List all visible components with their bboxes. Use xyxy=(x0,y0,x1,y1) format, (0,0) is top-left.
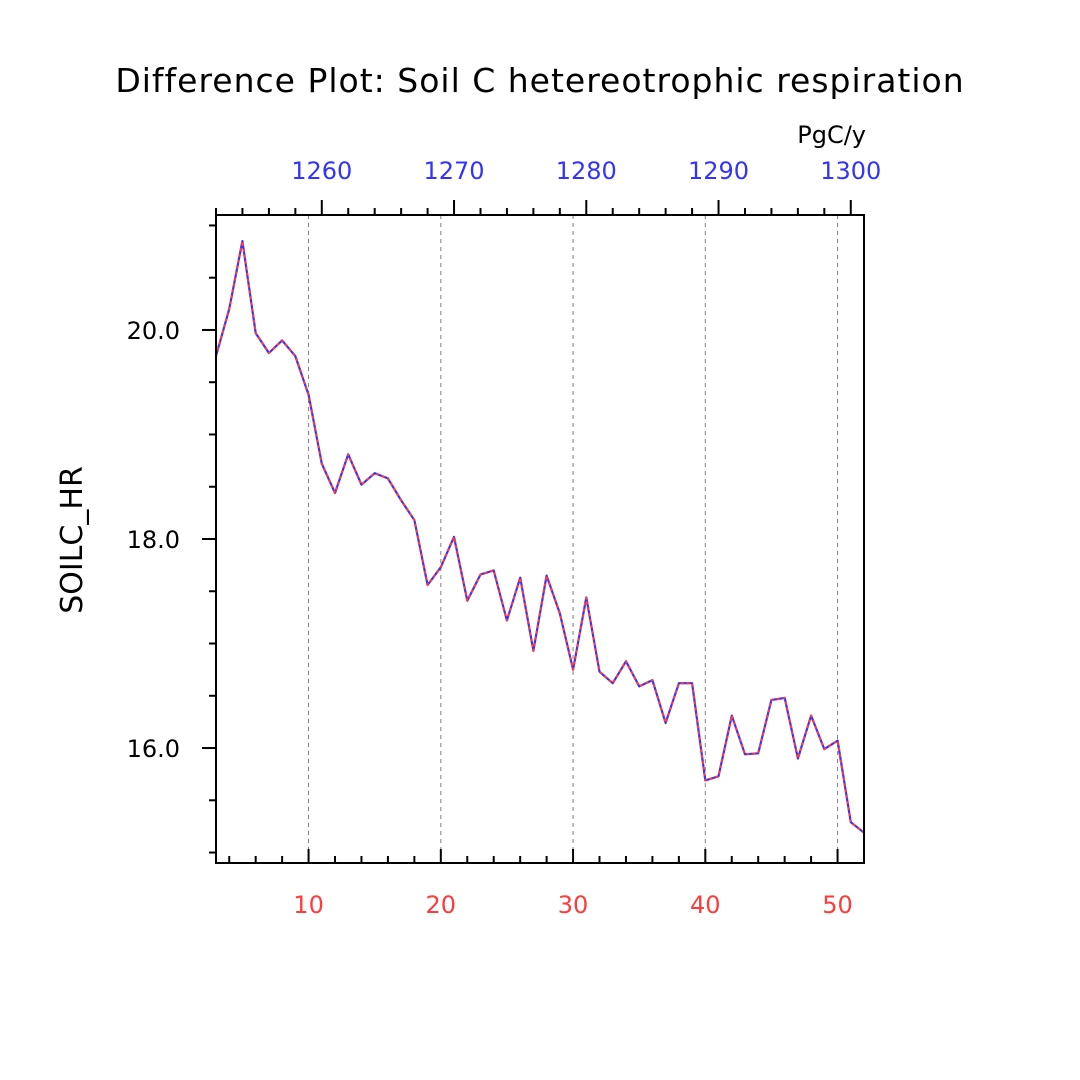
top-tick-label: 1280 xyxy=(556,157,617,185)
bottom-tick-label: 40 xyxy=(690,891,721,919)
top-tick-label: 1270 xyxy=(424,157,485,185)
axis-ticks xyxy=(202,200,865,863)
units-label: PgC/y xyxy=(797,121,866,149)
plot-frame xyxy=(215,214,865,864)
top-tick-label: 1290 xyxy=(688,157,749,185)
series-line-dashed xyxy=(214,240,865,834)
chart-title: Difference Plot: Soil C hetereotrophic r… xyxy=(115,61,964,100)
tick-labels: 10 20 30 40 50 1260 1270 1280 1290 1300 16.0 18.0 20… xyxy=(127,157,882,919)
y-axis-label: SOILC_HR xyxy=(55,466,90,614)
left-tick-label: 20.0 xyxy=(127,317,180,345)
series-lines xyxy=(214,240,865,834)
left-tick-label: 16.0 xyxy=(127,735,180,763)
bottom-tick-label: 50 xyxy=(822,891,853,919)
bottom-tick-label: 10 xyxy=(293,891,324,919)
top-tick-label: 1260 xyxy=(291,157,352,185)
series-line-solid xyxy=(214,240,865,834)
bottom-tick-label: 20 xyxy=(426,891,457,919)
grid-lines xyxy=(308,215,839,863)
top-tick-label: 1300 xyxy=(820,157,881,185)
bottom-tick-label: 30 xyxy=(558,891,589,919)
left-tick-label: 18.0 xyxy=(127,526,180,554)
